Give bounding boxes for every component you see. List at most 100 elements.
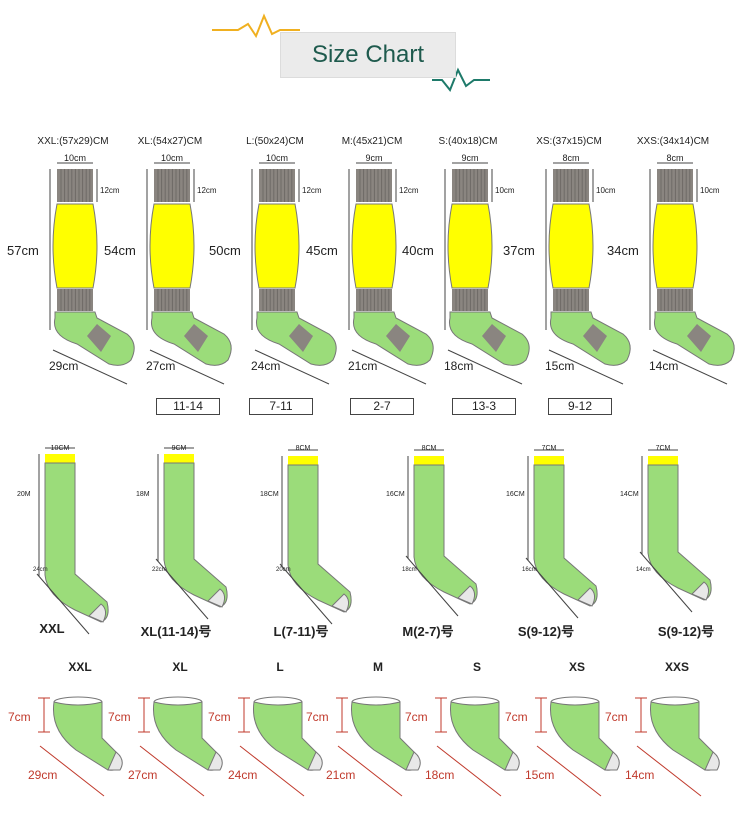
mid-sock-size-name: L(7-11)号 [273, 624, 329, 639]
long-sock-size-label: L:(50x24)CM [246, 136, 304, 147]
long-sock-top-width: 10cm [63, 153, 86, 163]
zigzag-left-decoration [212, 13, 300, 39]
sock-heel-patch [583, 324, 607, 352]
mid-sock-0 [36, 447, 109, 635]
shoe-size-range-badge: 7-11 [249, 398, 313, 415]
ankle-sock-1 [138, 696, 223, 797]
foot-measure-line [405, 555, 459, 617]
ankle-sock-6 [635, 696, 720, 797]
sock-heel-patch [87, 324, 111, 352]
ankle-sock-height: 7cm [405, 710, 428, 724]
sock-calf [548, 203, 594, 289]
mid-sock-cuff [534, 456, 564, 465]
mid-sock-3 [405, 449, 478, 617]
mid-sock-size-name: M(2-7)号 [402, 624, 454, 639]
long-sock-5 [545, 162, 631, 385]
foot-measure-line [139, 745, 205, 797]
ankle-sock-5 [535, 696, 620, 797]
mid-sock-5 [639, 449, 712, 613]
long-sock-cuff-length: 12cm [100, 186, 120, 195]
mid-sock-toe [207, 588, 226, 608]
mid-sock-1 [155, 447, 228, 620]
long-sock-cuff-length: 10cm [495, 186, 515, 195]
foot-measure-line [525, 557, 579, 619]
mid-sock-size-name: S(9-12)号 [517, 624, 575, 639]
foot-measure-line [36, 573, 90, 635]
foot-measure-line [536, 745, 602, 797]
ankle-sock-toe [405, 751, 421, 771]
long-sock-top-width: 8cm [666, 153, 684, 163]
foot-measure-line [155, 558, 209, 620]
sock-heel-patch [386, 324, 410, 352]
foot-measure-line [337, 745, 403, 797]
ankle-sock-foot-length: 15cm [525, 768, 555, 782]
mid-sock-top-width: 8CM [295, 445, 311, 452]
long-sock-size-label: XS:(37x15)CM [536, 136, 602, 147]
foot-measure-line [652, 349, 728, 385]
foot-measure-line [447, 349, 523, 385]
mid-sock-cuff [288, 456, 318, 465]
sock-heel-patch [687, 324, 711, 352]
page-title-text: Size Chart [311, 41, 425, 68]
long-sock-cuff-length: 12cm [302, 186, 322, 195]
sock-calf [351, 203, 397, 289]
long-sock-length: 34cm [607, 243, 639, 258]
long-sock-top-width: 8cm [562, 153, 580, 163]
ankle-sock-height: 7cm [306, 710, 329, 724]
sock-heel-patch [289, 324, 313, 352]
mid-sock-cuff [414, 456, 444, 465]
long-sock-top-width: 10cm [265, 153, 288, 163]
ankle-sock-size-name: XXL [68, 660, 92, 674]
sock-calf [149, 203, 195, 289]
foot-measure-line [254, 349, 330, 385]
ankle-sock-foot-length: 18cm [425, 768, 455, 782]
foot-measure-line [436, 745, 502, 797]
long-sock-size-label: S:(40x18)CM [438, 136, 498, 147]
mid-sock-top-width: 9CM [171, 445, 187, 452]
page-title: Size Chart [280, 32, 456, 78]
mid-sock-toe [577, 587, 596, 607]
long-sock-cuff-length: 12cm [399, 186, 419, 195]
mid-sock-toe [457, 585, 476, 605]
mid-sock-toe [88, 603, 107, 623]
shoe-size-range-badge: 11-14 [156, 398, 220, 415]
ankle-sock-toe [504, 751, 520, 771]
long-sock-4 [444, 162, 530, 385]
long-sock-size-label: M:(45x21)CM [341, 136, 403, 147]
ankle-sock-body [649, 701, 718, 771]
mid-sock-length: 14CM [620, 491, 639, 498]
mid-sock-toe [691, 581, 710, 601]
mid-sock-2 [279, 449, 352, 625]
mid-sock-body [647, 464, 712, 601]
mid-sock-foot-length: 20cm [276, 567, 291, 573]
long-sock-0 [49, 162, 135, 385]
long-sock-2 [251, 162, 337, 385]
ankle-sock-0 [38, 696, 123, 797]
mid-sock-length: 18M [136, 491, 150, 498]
long-sock-6 [649, 162, 735, 385]
mid-sock-length: 16CM [386, 491, 405, 498]
shoe-size-range-badge: 9-12 [548, 398, 612, 415]
foot-measure-line [239, 745, 305, 797]
ankle-sock-4 [435, 696, 520, 797]
shoe-size-range-badge: 2-7 [350, 398, 414, 415]
sock-calf [447, 203, 493, 289]
foot-measure-line [639, 551, 693, 613]
mid-sock-length: 16CM [506, 491, 525, 498]
long-sock-foot-length: 14cm [649, 359, 679, 373]
long-sock-length: 50cm [209, 243, 241, 258]
long-sock-foot-length: 24cm [251, 359, 281, 373]
long-sock-size-label: XXL:(57x29)CM [37, 136, 109, 147]
long-sock-length: 54cm [104, 243, 136, 258]
mid-sock-cuff [45, 454, 75, 463]
ankle-sock-height: 7cm [8, 710, 31, 724]
sock-heel-patch [184, 324, 208, 352]
mid-sock-top-width: 10CM [50, 445, 70, 452]
ankle-sock-size-name: XXS [664, 660, 689, 674]
foot-measure-line [39, 745, 105, 797]
mid-sock-top-width: 8CM [421, 445, 437, 452]
long-sock-foot-length: 15cm [545, 359, 575, 373]
ankle-sock-size-name: XS [568, 660, 585, 674]
mid-sock-foot-length: 22cm [152, 567, 167, 573]
